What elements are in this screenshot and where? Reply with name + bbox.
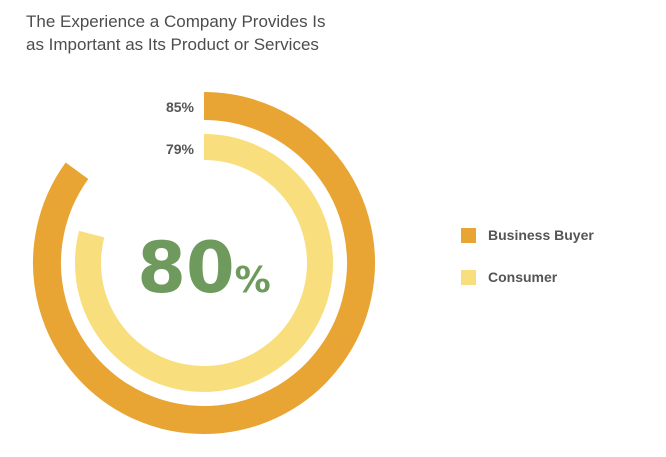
radial-chart: 85% 79% 80% xyxy=(33,92,375,434)
business-buyer-value-label: 85% xyxy=(166,99,195,115)
center-percentage-number: 80 xyxy=(137,227,234,309)
chart-title: The Experience a Company Provides Is as … xyxy=(26,10,326,56)
chart-title-line-1: The Experience a Company Provides Is xyxy=(26,12,326,31)
legend-label-consumer: Consumer xyxy=(488,269,558,285)
legend-item-business-buyer: Business Buyer xyxy=(461,225,594,245)
chart-title-line-2: as Important as Its Product or Services xyxy=(26,35,319,54)
consumer-arc xyxy=(75,134,333,392)
legend-swatch-consumer xyxy=(461,269,476,285)
center-percentage: 80% xyxy=(137,227,271,309)
legend-item-consumer: Consumer xyxy=(461,267,594,287)
legend-label-business-buyer: Business Buyer xyxy=(488,227,594,243)
center-percentage-unit: % xyxy=(235,260,271,301)
legend: Business Buyer Consumer xyxy=(461,225,594,309)
business-buyer-arc xyxy=(33,92,375,434)
legend-swatch-business-buyer xyxy=(461,227,476,243)
consumer-value-label: 79% xyxy=(166,141,195,157)
